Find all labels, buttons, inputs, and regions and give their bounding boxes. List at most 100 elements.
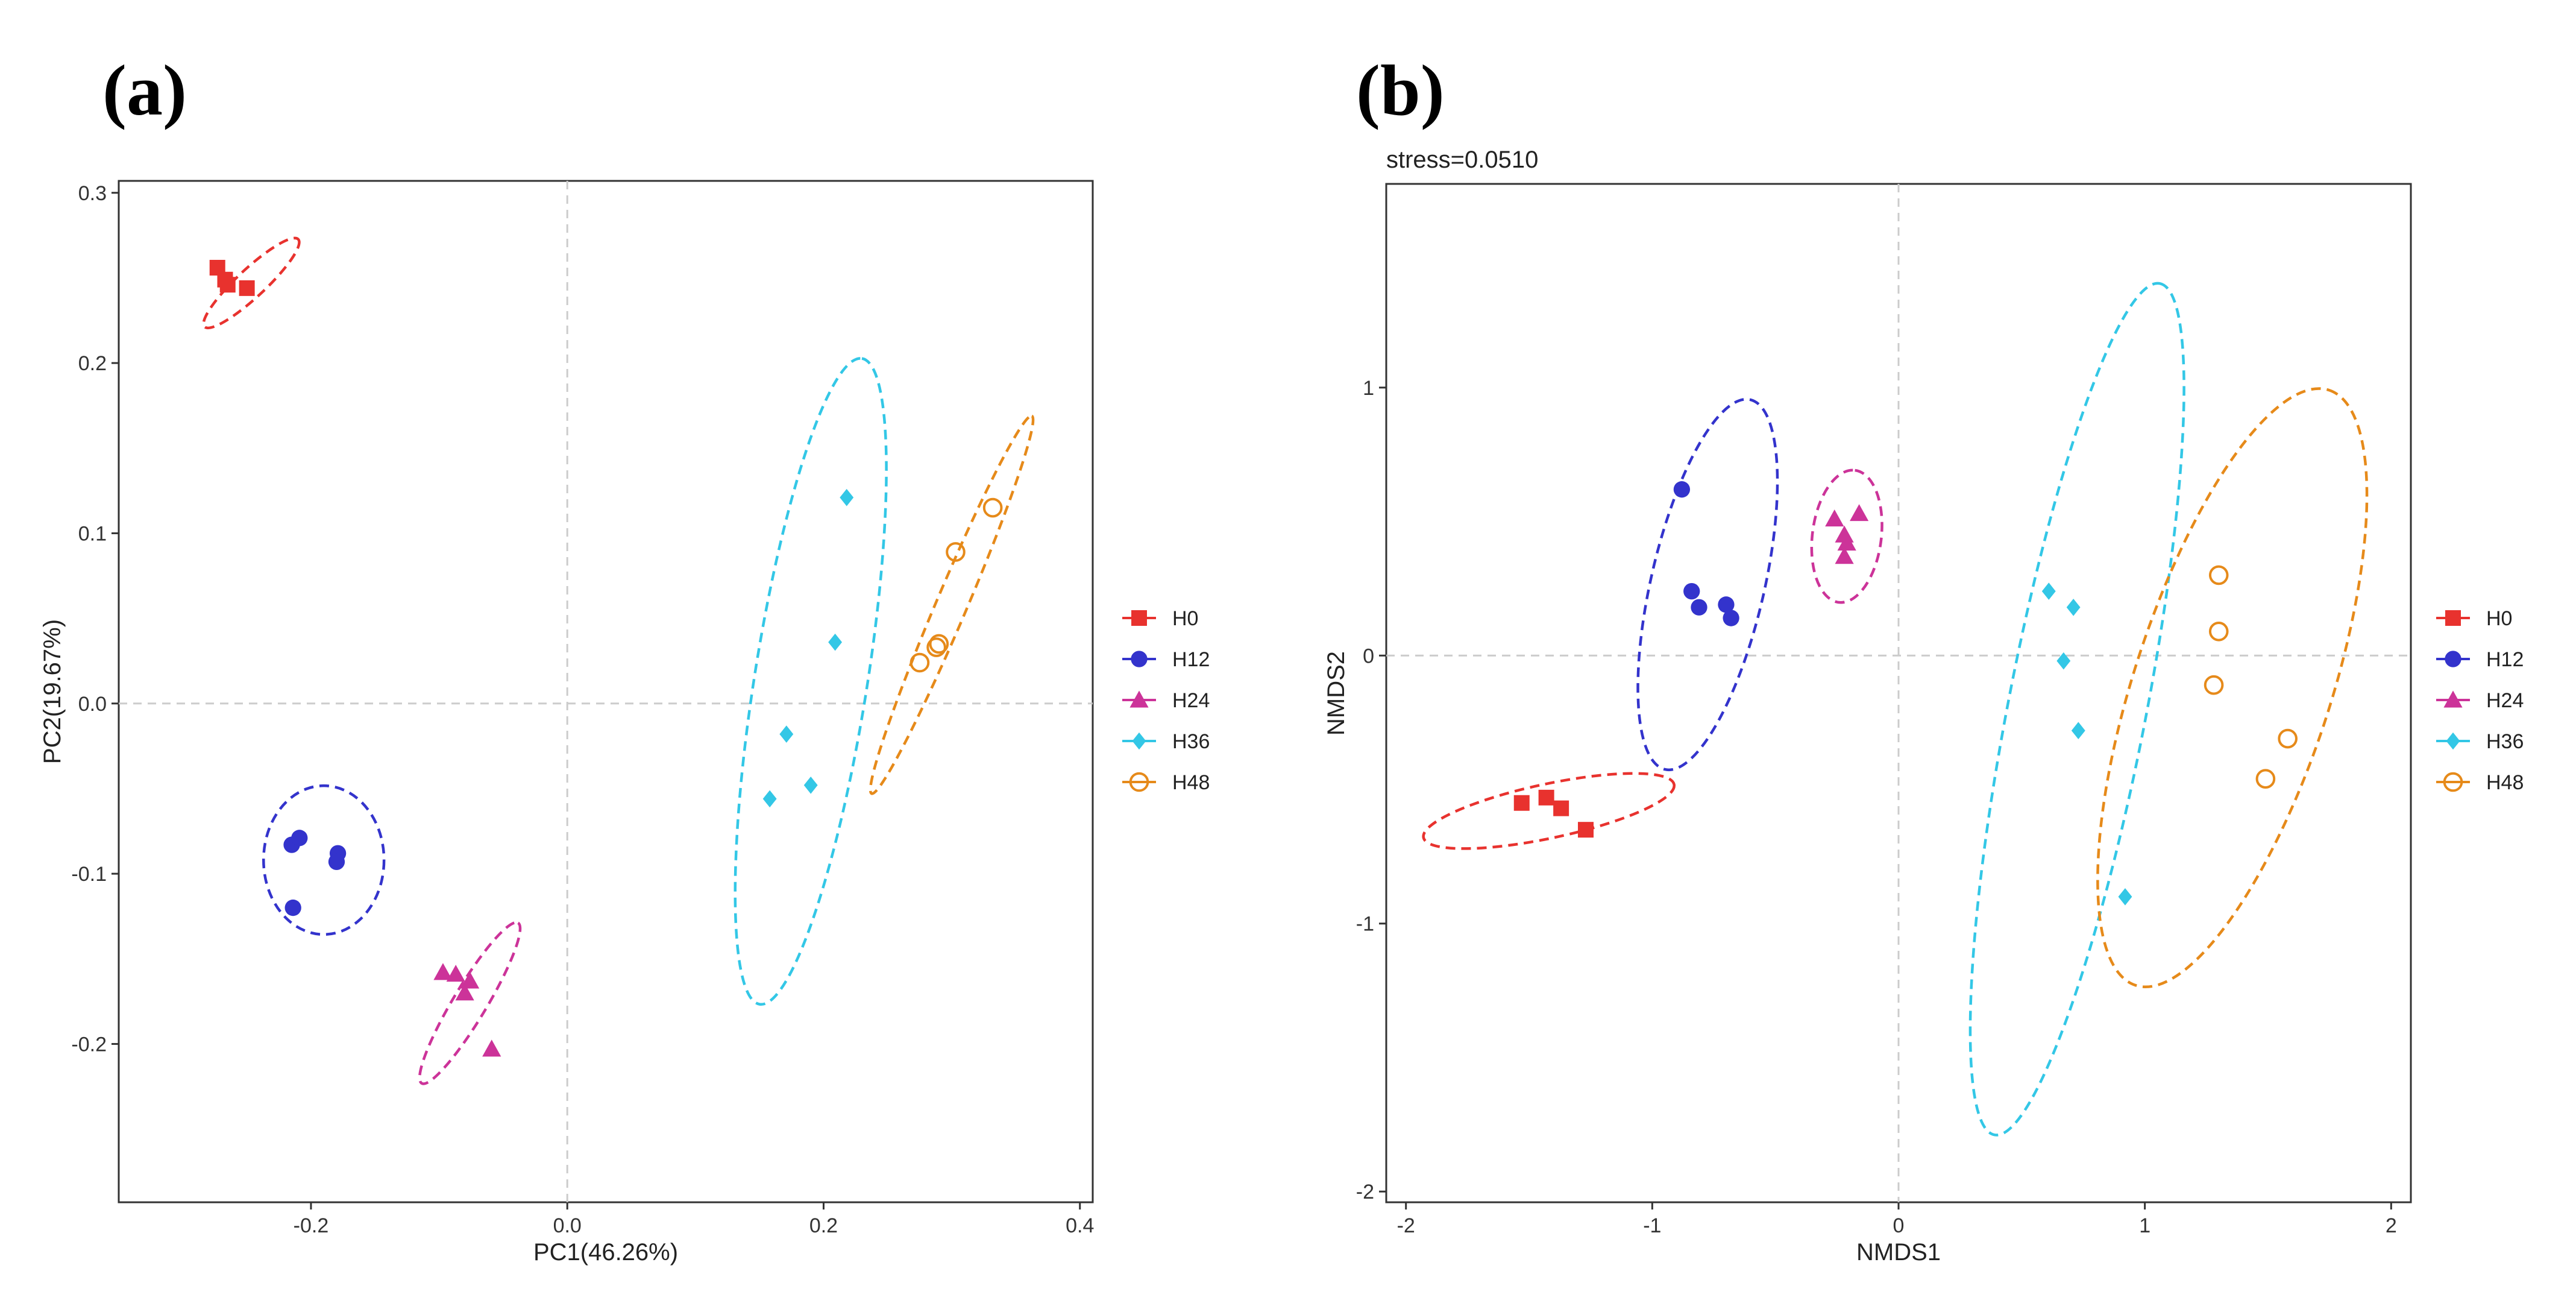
panel-a-points (209, 259, 1003, 1057)
point-h36 (2056, 652, 2071, 670)
x-tick-label: 2 (2386, 1214, 2397, 1237)
y-tick-label: 0.2 (78, 352, 107, 375)
point-h48 (946, 542, 966, 562)
x-tick-label: -2 (1397, 1214, 1415, 1237)
point-h12 (284, 899, 301, 916)
legend-marker-h12 (1131, 651, 1148, 667)
panel-b-points (1513, 481, 2298, 906)
y-tick-label: 0 (1363, 645, 1374, 667)
x-tick-label: -0.2 (294, 1214, 329, 1237)
point-h24 (446, 965, 465, 982)
point-h12 (1683, 582, 1700, 600)
legend-marker-h0 (2445, 610, 2461, 626)
confidence-ellipse-h36 (1968, 282, 2185, 1137)
y-tick-label: -0.2 (71, 1033, 107, 1056)
y-tick-label: 0.3 (78, 182, 107, 205)
point-h0 (1578, 822, 1594, 838)
panel-a: (a) -0.2 0.0 0.2 0.4 -0.2 -0.1 0.0 0.1 0.2 0.3 P… (39, 50, 1210, 1266)
point-h24 (1850, 504, 1869, 522)
point-h48 (2208, 621, 2229, 642)
legend-label-h24: H24 (2486, 689, 2524, 712)
confidence-ellipse-h12 (1636, 397, 1779, 772)
x-tick-label: 0.2 (809, 1214, 838, 1237)
point-h24 (433, 963, 453, 980)
legend-marker-h48 (1129, 772, 1149, 792)
panel-b-x-axis: -2 -1 0 1 2 (1397, 1202, 2397, 1237)
point-h36 (2118, 888, 2132, 906)
panel-b-legend: H0 H12 H24 H36 H48 (2436, 607, 2524, 794)
point-h24 (1837, 533, 1856, 551)
point-h36 (2066, 598, 2081, 616)
point-h48 (926, 637, 946, 657)
point-h36 (2041, 582, 2056, 600)
point-h48 (2204, 675, 2224, 695)
confidence-ellipse-h0 (1422, 772, 1676, 850)
point-h12 (1718, 596, 1735, 613)
panel-b-ellipses (1422, 282, 2369, 1137)
panel-b-label: (b) (1356, 50, 1445, 130)
x-tick-label: -1 (1643, 1214, 1661, 1237)
x-tick-label: 0 (1893, 1214, 1905, 1237)
panel-b-y-axis: -2 -1 0 1 (1356, 377, 1386, 1203)
legend-marker-h24 (2443, 690, 2463, 708)
point-h0 (1553, 800, 1569, 816)
point-h36 (840, 488, 854, 506)
point-h12 (1691, 599, 1707, 616)
confidence-ellipse-h48 (2096, 387, 2369, 989)
legend-label-h48: H48 (1172, 771, 1210, 794)
point-h48 (2208, 565, 2229, 585)
panel-a-x-axis-title: PC1(46.26%) (533, 1239, 678, 1266)
point-h24 (1835, 547, 1854, 564)
confidence-ellipse-h36 (734, 357, 888, 1006)
legend-marker-h24 (1129, 690, 1149, 708)
point-h12 (328, 853, 345, 870)
point-h0 (239, 280, 255, 296)
legend-label-h0: H0 (1172, 607, 1198, 630)
y-tick-label: 1 (1363, 377, 1374, 400)
legend-label-h36: H36 (2486, 730, 2524, 753)
x-tick-label: 1 (2139, 1214, 2150, 1237)
point-h12 (1723, 610, 1739, 626)
panel-b: (b) stress=0.0510 -2 -1 0 1 2 -2 -1 0 1 NMDS1 N… (1323, 50, 2524, 1266)
x-tick-label: 0.0 (553, 1214, 582, 1237)
point-h0 (1513, 795, 1530, 811)
y-tick-label: 0.1 (78, 522, 107, 545)
legend-marker-h0 (1131, 610, 1147, 626)
y-tick-label: -0.1 (71, 863, 107, 886)
point-h24 (482, 1039, 501, 1057)
point-h48 (2255, 769, 2276, 789)
legend-marker-h36 (1132, 732, 1146, 750)
point-h36 (803, 776, 818, 794)
panel-b-y-axis-title: NMDS2 (1323, 651, 1349, 736)
point-h24 (455, 983, 474, 1001)
y-tick-label: -1 (1356, 913, 1374, 936)
point-h48 (929, 634, 949, 654)
legend-marker-h12 (2445, 651, 2461, 667)
legend-label-h12: H12 (2486, 648, 2524, 671)
x-tick-label: 0.4 (1066, 1214, 1094, 1237)
confidence-ellipse-h0 (202, 236, 301, 330)
y-tick-label: -2 (1356, 1181, 1374, 1203)
panel-a-label: (a) (102, 50, 187, 130)
panel-a-plot-frame (118, 180, 1094, 1203)
panel-a-legend: H0 H12 H24 H36 H48 (1122, 607, 1210, 794)
point-h12 (291, 830, 308, 847)
point-h48 (909, 652, 930, 673)
legend-marker-h36 (2446, 732, 2460, 750)
legend-label-h48: H48 (2486, 771, 2524, 794)
panel-a-y-axis-title: PC2(19.67%) (39, 619, 66, 764)
legend-label-h36: H36 (1172, 730, 1210, 753)
panel-a-y-axis: -0.2 -0.1 0.0 0.1 0.2 0.3 (71, 182, 119, 1056)
legend-label-h12: H12 (1172, 648, 1210, 671)
point-h24 (1825, 509, 1844, 527)
point-h0 (217, 271, 233, 288)
point-h36 (762, 790, 777, 808)
panel-b-subtitle: stress=0.0510 (1386, 147, 1538, 173)
point-h12 (1673, 481, 1691, 498)
panel-b-zero-lines (1386, 184, 2411, 1202)
confidence-ellipse-h12 (262, 784, 386, 936)
point-h36 (828, 633, 843, 651)
legend-marker-h48 (2443, 772, 2463, 792)
confidence-ellipse-h24 (418, 921, 522, 1085)
